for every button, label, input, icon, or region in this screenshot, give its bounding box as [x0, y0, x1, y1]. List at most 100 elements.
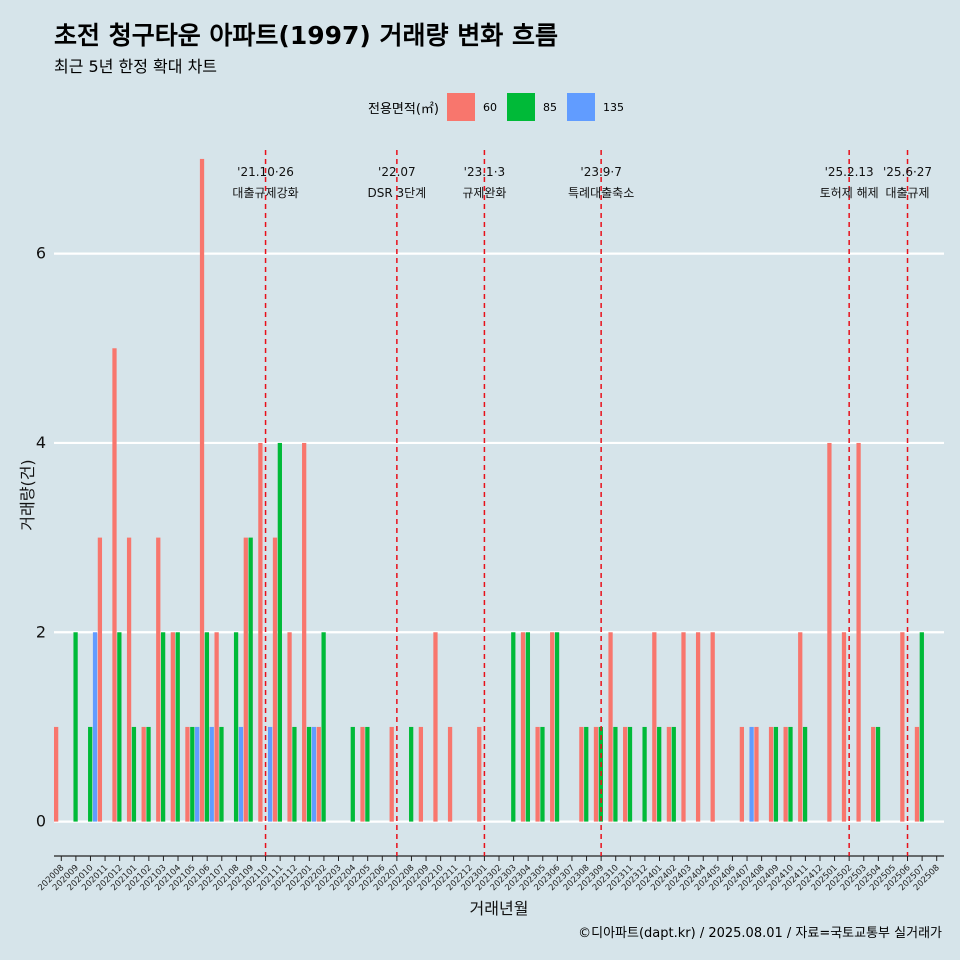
event-label: DSR 3단계 [368, 186, 427, 200]
bar-202303-85 [511, 632, 516, 822]
bar-202209-60 [418, 726, 424, 822]
bar-202205-85 [365, 726, 370, 822]
bar-202107-85 [219, 726, 224, 822]
x-axis-title: 거래년월 [470, 899, 529, 918]
bar-202111-60 [272, 537, 278, 822]
bar-202205-60 [360, 726, 365, 822]
event-date: '23.9·7 [580, 165, 621, 179]
bar-202105-85 [190, 726, 195, 822]
bar-202201-135 [311, 726, 317, 822]
bar-202405-60 [710, 632, 715, 822]
bar-202011-60 [97, 537, 103, 822]
bar-202201-85 [306, 726, 312, 822]
bar-202210-60 [433, 632, 438, 822]
bar-202409-60 [768, 726, 774, 822]
bar-202108-135 [238, 726, 244, 822]
event-date: '22.07 [378, 165, 416, 179]
bar-202503-60 [856, 442, 861, 822]
y-axis-title: 거래량(건) [18, 459, 37, 530]
bar-202407-60 [739, 726, 745, 822]
bar-202008-60 [54, 726, 59, 822]
event-date: '21.10·26 [237, 165, 294, 179]
bar-202110-135 [267, 726, 273, 822]
event-date: '23.1·3 [464, 165, 505, 179]
bar-202309-60 [593, 726, 599, 822]
bar-202407-135 [749, 726, 754, 822]
bar-202411-60 [798, 632, 803, 822]
bar-202305-85 [540, 726, 545, 822]
chart-title: 초전 청구타운 아파트(1997) 거래량 변화 흐름 [54, 21, 558, 50]
bar-202506-60 [900, 632, 905, 822]
bar-202504-60 [871, 726, 876, 822]
bar-202404-60 [695, 632, 701, 822]
bar-202009-85 [73, 632, 78, 822]
bar-202010-85 [88, 726, 93, 822]
bar-202106-85 [204, 632, 210, 822]
event-label: 대출규제 [885, 186, 929, 200]
bar-202102-60 [141, 726, 146, 822]
bar-202101-60 [126, 537, 132, 822]
bar-202308-60 [579, 726, 584, 822]
legend: 전용면적(㎡) 60 85 135 [368, 93, 634, 121]
bar-202507-60 [914, 726, 920, 822]
bar-202402-85 [671, 726, 676, 822]
bar-202102-85 [146, 726, 151, 822]
bar-202410-60 [783, 726, 788, 822]
bar-202207-60 [389, 726, 394, 822]
bar-202409-85 [773, 726, 779, 822]
bar-202112-85 [292, 726, 297, 822]
bar-202012-60 [112, 348, 117, 822]
bar-202105-135 [195, 726, 200, 822]
bar-202111-85 [277, 442, 282, 822]
bar-202204-85 [350, 726, 355, 822]
bar-202403-60 [681, 632, 686, 822]
event-date: '25.6·27 [883, 165, 932, 179]
legend-label-60: 60 [482, 100, 497, 114]
y-tick-label: 0 [36, 812, 46, 831]
bar-202507-85 [919, 632, 924, 822]
bar-202408-60 [754, 726, 759, 822]
legend-swatch-85 [506, 93, 535, 121]
event-label: 특례대출축소 [568, 186, 634, 200]
bar-202301-60 [477, 726, 482, 822]
bar-202012-85 [117, 632, 122, 822]
bar-202201-60 [302, 442, 307, 822]
bar-202401-60 [652, 632, 657, 822]
bar-202304-85 [525, 632, 531, 822]
event-date: '25.2.13 [825, 165, 874, 179]
bar-202104-85 [175, 632, 180, 822]
bar-202010-135 [92, 632, 98, 822]
legend-swatch-60 [446, 93, 475, 121]
bar-202308-85 [584, 726, 589, 822]
bar-202202-85 [321, 632, 326, 822]
bar-202310-85 [613, 726, 618, 822]
bar-202305-60 [535, 726, 540, 822]
bar-202105-60 [185, 726, 190, 822]
bar-202402-60 [666, 726, 672, 822]
bar-202411-85 [802, 726, 808, 822]
event-label: 대출규제강화 [232, 186, 298, 200]
bar-202109-60 [243, 537, 248, 822]
bar-202106-60 [199, 158, 205, 822]
bar-202109-85 [248, 537, 253, 822]
bar-202304-60 [520, 632, 526, 822]
bar-202310-60 [608, 632, 613, 822]
bar-202502-60 [841, 632, 847, 822]
bar-202501-60 [827, 442, 832, 822]
bar-202110-60 [258, 442, 263, 822]
bar-202410-85 [788, 726, 793, 822]
bar-202103-85 [160, 632, 166, 822]
legend-title: 전용면적(㎡) [368, 101, 439, 117]
y-tick-label: 4 [36, 433, 46, 452]
y-tick-label: 6 [36, 244, 46, 263]
chart-subtitle: 최근 5년 한정 확대 차트 [54, 57, 218, 76]
bar-202108-85 [233, 632, 239, 822]
bar-202311-85 [627, 726, 633, 822]
bar-202106-135 [209, 726, 214, 822]
bar-202101-85 [131, 726, 137, 822]
bar-202103-60 [156, 537, 161, 822]
legend-swatch-135 [566, 93, 595, 121]
bar-202306-85 [554, 632, 560, 822]
legend-item-60: 60 [446, 93, 501, 121]
